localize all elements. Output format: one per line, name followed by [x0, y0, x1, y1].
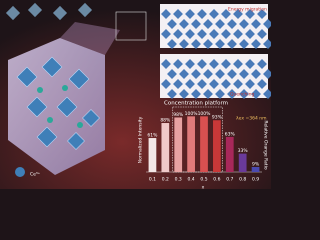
- annotation: Concentration platform: [164, 101, 228, 107]
- octahedron: [173, 9, 183, 19]
- octahedron: [239, 39, 249, 49]
- octahedron: [191, 69, 201, 79]
- octahedron: [239, 69, 249, 79]
- octahedron: [215, 19, 225, 29]
- octahedron: [167, 19, 177, 29]
- x-tick-label: 0.6: [213, 177, 220, 183]
- bar: [161, 123, 170, 172]
- octahedron: [173, 29, 183, 39]
- octahedron: [203, 19, 213, 29]
- octahedron: [239, 19, 249, 29]
- lattice-panels: Energy migration Quenching: [160, 4, 271, 99]
- value-label: 100%: [198, 111, 212, 117]
- octahedron: [233, 29, 243, 39]
- value-label: 98%: [173, 112, 184, 118]
- octahedron: [167, 89, 177, 99]
- octahedron: [203, 69, 213, 79]
- bar: [148, 138, 157, 172]
- value-label: 100%: [185, 111, 199, 117]
- octahedron: [191, 89, 201, 99]
- y2-axis-label: Relative Orange Ratio: [263, 120, 269, 169]
- octahedron: [227, 89, 237, 99]
- octahedron: [227, 19, 237, 29]
- value-label: 63%: [225, 131, 236, 137]
- octahedron: [185, 79, 195, 89]
- annotation: Energy migration: [228, 7, 267, 13]
- octahedron: [167, 69, 177, 79]
- octahedron: [221, 59, 231, 69]
- octahedron: [233, 79, 243, 89]
- octahedron: [173, 79, 183, 89]
- octahedron: [191, 39, 201, 49]
- octahedron: [221, 9, 231, 19]
- octahedron: [197, 59, 207, 69]
- octahedron: [245, 79, 255, 89]
- value-label: 61%: [147, 133, 158, 139]
- value-label: 33%: [238, 148, 249, 154]
- octahedron: [173, 59, 183, 69]
- octahedron: [179, 89, 189, 99]
- x-tick-label: 0.3: [175, 177, 182, 183]
- y-axis-label: Normalized Intensity: [138, 116, 144, 163]
- octahedron: [197, 29, 207, 39]
- octahedron: [227, 39, 237, 49]
- x-tick-label: 0.2: [162, 177, 169, 183]
- bar: [238, 153, 247, 172]
- octahedron: [233, 59, 243, 69]
- octahedron: [215, 89, 225, 99]
- octahedron: [209, 59, 219, 69]
- octahedron: [239, 89, 249, 99]
- octahedron: [245, 9, 255, 19]
- x-tick-label: 0.4: [188, 177, 195, 183]
- annotation: Quenching: [230, 92, 254, 98]
- octahedron: [221, 29, 231, 39]
- octahedron: [167, 39, 177, 49]
- octahedron: [191, 19, 201, 29]
- octahedron: [197, 9, 207, 19]
- value-label: 9%: [252, 161, 260, 167]
- figure: Ce³⁺ Energy migration Quenching Concentr…: [0, 0, 271, 189]
- octahedron: [233, 9, 243, 19]
- x-tick-label: 0.9: [252, 177, 259, 183]
- octahedron: [179, 19, 189, 29]
- octahedron: [245, 29, 255, 39]
- octahedron: [203, 39, 213, 49]
- x-tick-label: 0.5: [200, 177, 207, 183]
- octahedron: [209, 29, 219, 39]
- ion-label: Ce³⁺: [30, 172, 41, 178]
- octahedron: [161, 59, 171, 69]
- octahedron: [161, 29, 171, 39]
- x-tick-label: 0.8: [239, 177, 246, 183]
- octahedron: [161, 79, 171, 89]
- octahedron: [185, 29, 195, 39]
- octahedron: [185, 59, 195, 69]
- octahedron: [197, 79, 207, 89]
- value-label: 93%: [212, 115, 223, 121]
- octahedron: [179, 69, 189, 79]
- octahedron: [185, 9, 195, 19]
- bar: [187, 116, 195, 172]
- value-label: 88%: [160, 118, 171, 124]
- octahedron: [203, 89, 213, 99]
- bar: [225, 136, 234, 172]
- x-axis-label: x: [202, 186, 205, 190]
- octahedron: [227, 69, 237, 79]
- octahedron: [215, 39, 225, 49]
- octahedron: [221, 79, 231, 89]
- octahedron: [209, 9, 219, 19]
- bar: [200, 116, 208, 172]
- bar: [251, 166, 260, 172]
- bar: [174, 117, 183, 172]
- octahedron: [215, 69, 225, 79]
- bar: [213, 120, 221, 172]
- octahedron: [179, 39, 189, 49]
- annotation: λex =364 nm: [236, 116, 266, 122]
- octahedron: [209, 79, 219, 89]
- octahedron: [245, 59, 255, 69]
- crystal-illustration: Ce³⁺: [5, 2, 147, 178]
- x-tick-label: 0.1: [149, 177, 156, 183]
- octahedron: [161, 9, 171, 19]
- x-tick-label: 0.7: [226, 177, 233, 183]
